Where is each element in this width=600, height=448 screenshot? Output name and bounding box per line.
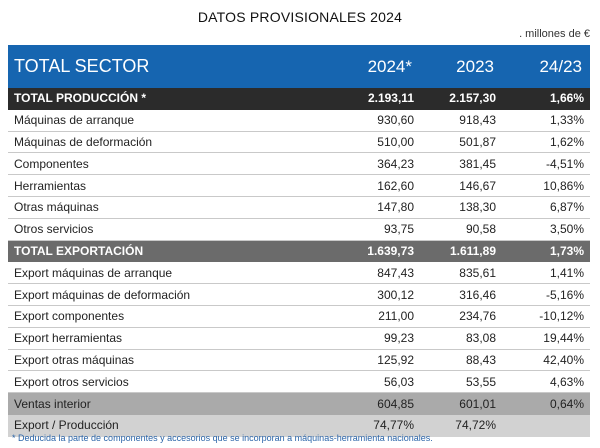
value-2024: 510,00 bbox=[300, 131, 420, 154]
table-row-export-produccion: Export / Producción 74,77% 74,72% bbox=[8, 414, 590, 437]
value-2023: 2.157,30 bbox=[420, 88, 502, 110]
value-2023: 918,43 bbox=[420, 109, 502, 132]
row-label: Máquinas de deformación bbox=[8, 131, 300, 154]
header-col-2023: 2023 bbox=[456, 56, 494, 76]
table-row: Export máquinas de deformación 300,12 31… bbox=[8, 283, 590, 306]
table-row: Herramientas 162,60 146,67 10,86% bbox=[8, 174, 590, 197]
table-row: Máquinas de arranque 930,60 918,43 1,33% bbox=[8, 109, 590, 132]
row-label: Ventas interior bbox=[8, 392, 300, 415]
value-2023: 138,30 bbox=[420, 196, 502, 219]
row-label: Otras máquinas bbox=[8, 196, 300, 219]
row-label: Export herramientas bbox=[8, 327, 300, 350]
row-label: Export otros servicios bbox=[8, 370, 300, 394]
value-variation: 1,66% bbox=[502, 88, 590, 110]
value-variation: -10,12% bbox=[502, 305, 590, 328]
value-2024: 125,92 bbox=[300, 349, 420, 372]
value-variation: 6,87% bbox=[502, 196, 590, 219]
row-label: Export componentes bbox=[8, 305, 300, 328]
value-2024: 74,77% bbox=[300, 414, 420, 437]
value-2023: 601,01 bbox=[420, 392, 502, 415]
value-variation: 19,44% bbox=[502, 327, 590, 350]
data-table: TOTAL SECTOR 2024* 2023 24/23 TOTAL PROD… bbox=[8, 45, 590, 437]
table-row-ventas-interior: Ventas interior 604,85 601,01 0,64% bbox=[8, 392, 590, 415]
row-label: Export máquinas de deformación bbox=[8, 283, 300, 306]
table-row: Export máquinas de arranque 847,43 835,6… bbox=[8, 261, 590, 285]
table-row-total-produccion: TOTAL PRODUCCIÓN * 2.193,11 2.157,30 1,6… bbox=[8, 88, 590, 110]
table-row: Otras máquinas 147,80 138,30 6,87% bbox=[8, 196, 590, 219]
value-2024: 147,80 bbox=[300, 196, 420, 219]
header-total-sector: TOTAL SECTOR bbox=[14, 56, 150, 76]
value-2024: 930,60 bbox=[300, 109, 420, 132]
value-2023: 316,46 bbox=[420, 283, 502, 306]
value-variation: 10,86% bbox=[502, 174, 590, 197]
value-variation: 4,63% bbox=[502, 370, 590, 394]
table-header-row: TOTAL SECTOR 2024* 2023 24/23 bbox=[8, 45, 590, 88]
value-2023: 83,08 bbox=[420, 327, 502, 350]
value-2023: 90,58 bbox=[420, 218, 502, 241]
value-2023: 234,76 bbox=[420, 305, 502, 328]
row-label: Máquinas de arranque bbox=[8, 109, 300, 132]
value-2023: 146,67 bbox=[420, 174, 502, 197]
table-row: Otros servicios 93,75 90,58 3,50% bbox=[8, 218, 590, 241]
value-2024: 364,23 bbox=[300, 152, 420, 176]
value-variation: -5,16% bbox=[502, 283, 590, 306]
value-variation: 1,73% bbox=[502, 240, 590, 263]
value-variation: 42,40% bbox=[502, 349, 590, 372]
row-label: Otros servicios bbox=[8, 218, 300, 241]
row-label: Herramientas bbox=[8, 174, 300, 197]
value-variation: 3,50% bbox=[502, 218, 590, 241]
value-variation: 1,62% bbox=[502, 131, 590, 154]
value-2024: 300,12 bbox=[300, 283, 420, 306]
table-row: Componentes 364,23 381,45 -4,51% bbox=[8, 152, 590, 176]
value-variation: 0,64% bbox=[502, 392, 590, 415]
value-2023: 74,72% bbox=[420, 414, 502, 437]
value-2023: 88,43 bbox=[420, 349, 502, 372]
table-row: Export herramientas 99,23 83,08 19,44% bbox=[8, 327, 590, 350]
value-2023: 835,61 bbox=[420, 261, 502, 285]
row-label: TOTAL PRODUCCIÓN * bbox=[8, 88, 300, 110]
value-variation: 1,41% bbox=[502, 261, 590, 285]
value-2023: 53,55 bbox=[420, 370, 502, 394]
value-2023: 1.611,89 bbox=[420, 240, 502, 263]
value-2024: 1.639,73 bbox=[300, 240, 420, 263]
value-2024: 99,23 bbox=[300, 327, 420, 350]
row-label: TOTAL EXPORTACIÓN bbox=[8, 240, 300, 263]
value-2024: 162,60 bbox=[300, 174, 420, 197]
units-note: . millones de € bbox=[519, 28, 590, 40]
value-2023: 381,45 bbox=[420, 152, 502, 176]
footnote: * Deducida la parte de componentes y acc… bbox=[12, 433, 433, 443]
value-2024: 847,43 bbox=[300, 261, 420, 285]
table-row-total-exportacion: TOTAL EXPORTACIÓN 1.639,73 1.611,89 1,73… bbox=[8, 240, 590, 263]
table-row: Máquinas de deformación 510,00 501,87 1,… bbox=[8, 131, 590, 154]
value-2024: 211,00 bbox=[300, 305, 420, 328]
value-2024: 93,75 bbox=[300, 218, 420, 241]
row-label: Componentes bbox=[8, 152, 300, 176]
table-row: Export otros servicios 56,03 53,55 4,63% bbox=[8, 370, 590, 394]
value-2024: 604,85 bbox=[300, 392, 420, 415]
value-2023: 501,87 bbox=[420, 131, 502, 154]
value-2024: 56,03 bbox=[300, 370, 420, 394]
table-row: Export componentes 211,00 234,76 -10,12% bbox=[8, 305, 590, 328]
value-variation bbox=[502, 414, 590, 437]
page-title: DATOS PROVISIONALES 2024 bbox=[197, 9, 403, 25]
table-row: Export otras máquinas 125,92 88,43 42,40… bbox=[8, 349, 590, 372]
value-variation: -4,51% bbox=[502, 152, 590, 176]
header-col-2024: 2024* bbox=[367, 56, 412, 76]
value-2024: 2.193,11 bbox=[300, 88, 420, 110]
row-label: Export / Producción bbox=[8, 414, 300, 437]
row-label: Export máquinas de arranque bbox=[8, 261, 300, 285]
value-variation: 1,33% bbox=[502, 109, 590, 132]
header-col-variation: 24/23 bbox=[539, 56, 582, 76]
row-label: Export otras máquinas bbox=[8, 349, 300, 372]
